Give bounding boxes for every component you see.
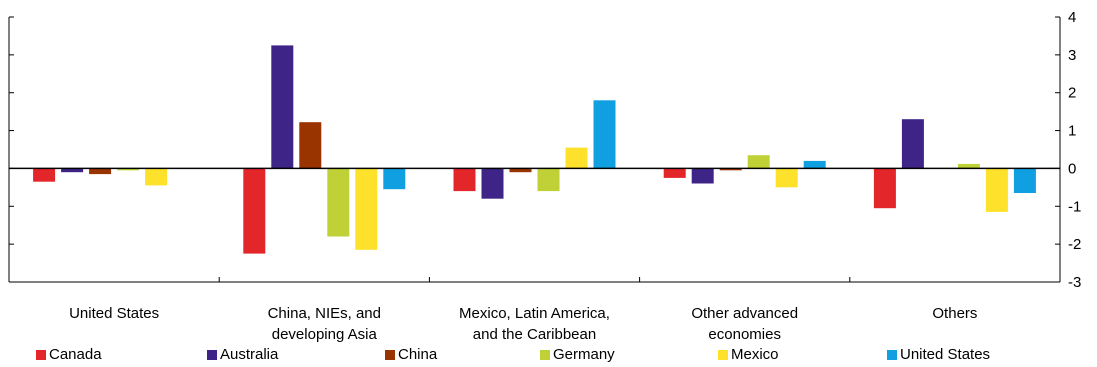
bar-mexico <box>985 168 1008 212</box>
chart-legend: Canada Australia China Germany Mexico United … <box>0 346 1097 366</box>
bar-china <box>719 168 742 171</box>
legend-label: Australia <box>220 346 279 363</box>
y-tick-label: 1 <box>1068 123 1076 140</box>
x-category-label: economies <box>708 326 781 343</box>
y-tick-label: -1 <box>1068 198 1081 215</box>
bar-australia <box>61 168 84 173</box>
bar-australia <box>271 45 294 169</box>
y-tick-label: 2 <box>1068 85 1076 102</box>
bar-united-states <box>803 160 826 169</box>
x-category-label: developing Asia <box>272 326 378 343</box>
legend-item-china: China <box>385 346 437 363</box>
legend-swatch <box>385 349 395 360</box>
bar-united-states <box>1013 168 1036 193</box>
bar-canada <box>663 168 686 178</box>
y-tick-label: 4 <box>1068 9 1076 26</box>
y-tick-label: -2 <box>1068 236 1081 253</box>
bar-mexico <box>355 168 378 250</box>
bar-germany <box>327 168 350 237</box>
x-category-label: Other advanced <box>691 305 798 322</box>
legend-label: Germany <box>553 346 615 363</box>
legend-item-australia: Australia <box>207 346 278 363</box>
legend-label: China <box>398 346 438 363</box>
bar-china <box>509 168 532 173</box>
legend-label: Canada <box>49 346 102 363</box>
bar-canada <box>33 168 56 182</box>
x-category-label: China, NIEs, and <box>268 305 381 322</box>
bar-canada <box>243 168 266 254</box>
legend-swatch <box>887 349 897 360</box>
y-tick-label: 0 <box>1068 160 1076 177</box>
x-category-label: United States <box>69 305 159 322</box>
bar-canada <box>453 168 476 192</box>
bar-germany <box>117 168 140 171</box>
bar-germany <box>747 155 770 169</box>
bar-mexico <box>775 168 798 188</box>
legend-swatch <box>718 349 728 360</box>
y-tick-label: -3 <box>1068 274 1081 291</box>
bar-united-states <box>593 100 616 169</box>
bar-australia <box>691 168 714 184</box>
bar-germany <box>537 168 560 192</box>
x-category-label: and the Caribbean <box>473 326 596 343</box>
legend-item-mexico: Mexico <box>718 346 779 363</box>
x-category-label: Mexico, Latin America, <box>459 305 610 322</box>
legend-item-germany: Germany <box>540 346 615 363</box>
bar-australia <box>901 119 924 169</box>
bar-chart: 4 3 2 1 0 -1 -2 -3 United States China, NIEs, and… <box>8 9 1081 343</box>
bar-united-states <box>383 168 406 190</box>
bar-china <box>299 122 322 169</box>
legend-label: United States <box>900 346 991 363</box>
bar-china <box>89 168 112 175</box>
legend-item-canada: Canada <box>36 346 102 363</box>
y-tick-label: 3 <box>1068 47 1076 64</box>
x-category-label: Others <box>932 305 977 322</box>
legend-swatch <box>36 349 46 360</box>
legend-item-united-states: United States <box>887 346 990 363</box>
bar-australia <box>481 168 504 199</box>
bar-mexico <box>145 168 168 186</box>
bar-germany <box>957 163 980 169</box>
legend-swatch <box>207 349 217 360</box>
legend-label: Mexico <box>731 346 779 363</box>
bar-canada <box>873 168 896 209</box>
legend-swatch <box>540 349 550 360</box>
bar-mexico <box>565 147 588 169</box>
